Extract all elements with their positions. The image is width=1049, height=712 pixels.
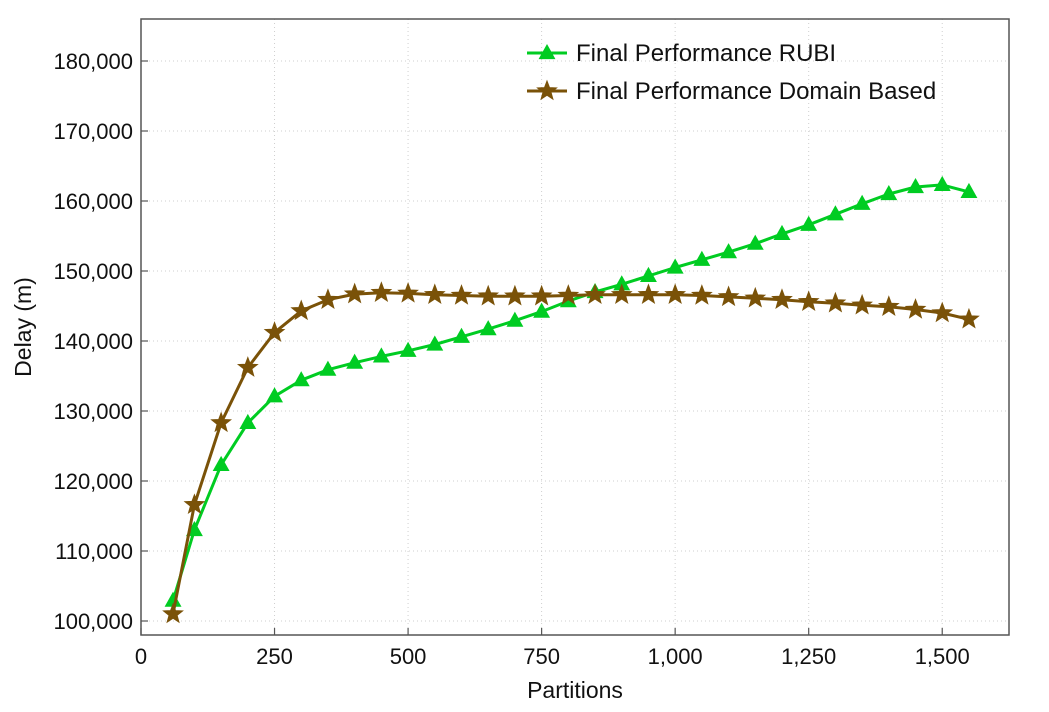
x-axis-title: Partitions (527, 677, 623, 703)
data-point (639, 266, 657, 282)
data-point (292, 371, 310, 387)
series-final-performance-rubi (164, 175, 978, 607)
data-point (236, 356, 259, 377)
data-point (744, 286, 767, 308)
data-point (239, 413, 257, 429)
x-tick-label: 0 (135, 644, 147, 669)
data-point (212, 455, 230, 471)
data-point (477, 284, 500, 306)
y-axis-title: Delay (m) (10, 277, 36, 377)
data-point (797, 290, 820, 312)
legend-label-rubi: Final Performance RUBI (576, 40, 836, 67)
x-tick-label: 1,000 (648, 644, 703, 669)
data-point (880, 184, 898, 201)
data-point (162, 602, 184, 624)
data-point (530, 284, 553, 306)
plot-area-frame (140, 18, 1010, 636)
grid (141, 19, 1009, 635)
data-point (266, 387, 283, 403)
data-point (826, 205, 844, 221)
data-point (824, 291, 847, 313)
data-point (931, 301, 954, 323)
data-point (290, 299, 313, 321)
data-point (346, 353, 364, 369)
data-point (370, 281, 393, 302)
series-group (162, 175, 980, 624)
legend-marker-shape (536, 79, 558, 101)
data-point (210, 411, 232, 433)
data-point (693, 250, 711, 266)
data-point (584, 283, 606, 305)
y-tick-label: 170,000 (53, 119, 133, 144)
data-point (960, 182, 978, 198)
data-point (343, 282, 366, 304)
data-point (690, 284, 713, 305)
data-point (851, 293, 873, 315)
y-tick-label: 130,000 (53, 399, 133, 424)
data-point (904, 298, 927, 319)
data-point (263, 321, 286, 342)
data-point (183, 493, 206, 515)
data-point (319, 360, 337, 376)
x-tick-label: 250 (256, 644, 293, 669)
data-point (372, 347, 390, 363)
data-point (717, 285, 740, 307)
x-tick-label: 750 (523, 644, 560, 669)
y-tick-label: 120,000 (53, 469, 133, 494)
legend-marker-domain-based (536, 79, 558, 101)
data-point (504, 284, 526, 306)
series-line (171, 183, 970, 602)
x-tick-label: 500 (390, 644, 427, 669)
data-point (933, 175, 951, 191)
data-point (907, 177, 924, 194)
legend-item-rubi: Final Performance RUBI (527, 40, 836, 67)
legend: Final Performance RUBI Final Performance… (527, 40, 936, 105)
data-point (317, 288, 339, 309)
data-point (423, 283, 446, 305)
y-tick-label: 140,000 (53, 329, 133, 354)
data-point (453, 327, 470, 343)
data-point (771, 288, 793, 309)
data-point (877, 295, 900, 316)
data-point (720, 243, 738, 259)
data-point (746, 234, 764, 250)
y-tick-label: 110,000 (55, 539, 133, 564)
axis-ticks: 0 250 500 750 1,000 1,250 1,500 100,000 110,000 1… (53, 49, 969, 669)
legend-marker-shape (538, 43, 556, 60)
data-point (637, 283, 660, 305)
data-point (610, 283, 633, 305)
data-point (958, 307, 980, 329)
data-point (397, 281, 419, 303)
data-point (399, 341, 417, 357)
data-point (664, 283, 687, 305)
data-point (426, 335, 444, 351)
x-tick-label: 1,500 (915, 644, 970, 669)
y-tick-label: 180,000 (53, 49, 133, 74)
data-point (450, 284, 473, 305)
legend-label-domain-based: Final Performance Domain Based (576, 78, 936, 105)
data-point (479, 320, 497, 336)
x-tick-label: 1,250 (781, 644, 836, 669)
y-tick-label: 160,000 (53, 189, 133, 214)
series-final-performance-domain-based (162, 281, 980, 624)
y-tick-label: 100,000 (53, 609, 133, 634)
legend-marker-rubi (538, 43, 556, 60)
legend-item-domain-based: Final Performance Domain Based (527, 78, 936, 105)
data-point (506, 311, 524, 327)
y-tick-label: 150,000 (53, 259, 133, 284)
data-point (666, 258, 684, 274)
data-point (533, 302, 551, 318)
data-point (800, 215, 818, 231)
data-point (557, 284, 580, 305)
data-point (853, 194, 871, 210)
data-point (773, 224, 791, 240)
